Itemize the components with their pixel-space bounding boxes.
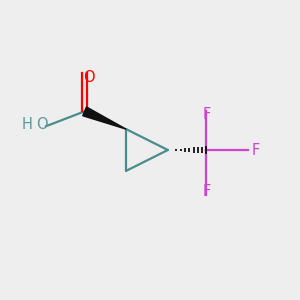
Text: F: F (252, 142, 260, 158)
Text: F: F (202, 184, 211, 199)
Text: F: F (202, 107, 211, 122)
Text: O: O (83, 70, 95, 85)
Text: O: O (36, 117, 47, 132)
Polygon shape (83, 107, 126, 129)
Text: H: H (22, 117, 33, 132)
